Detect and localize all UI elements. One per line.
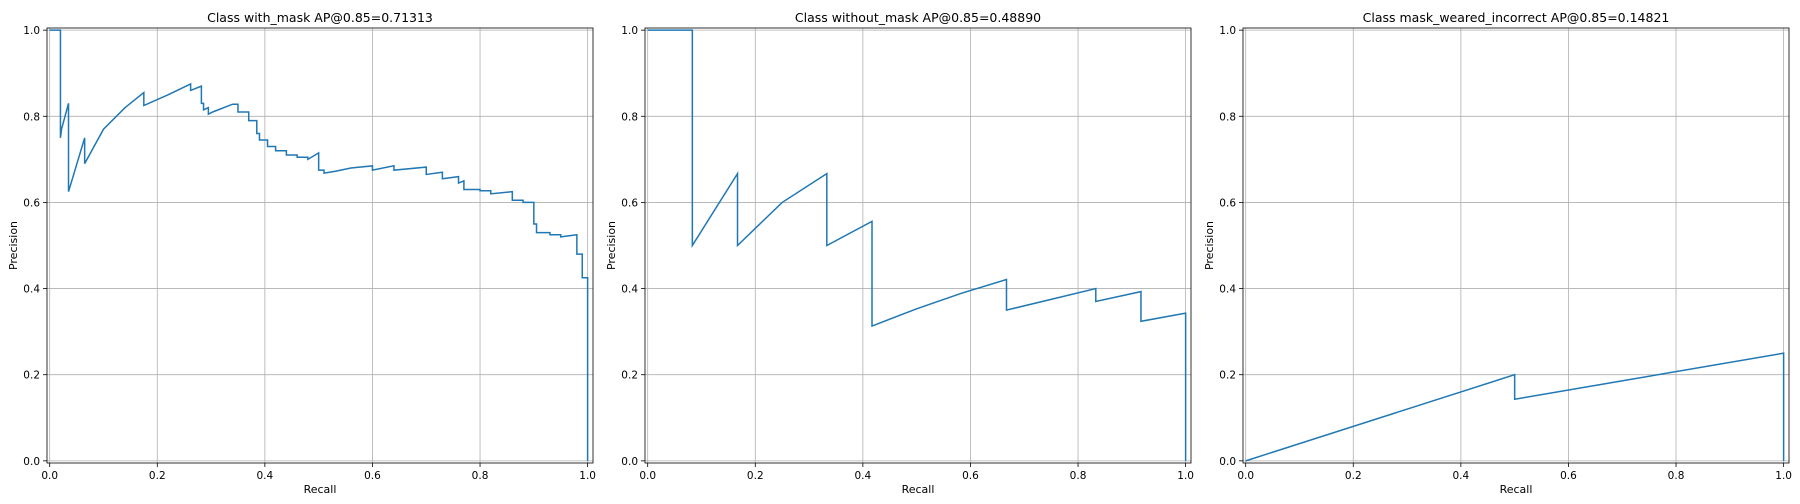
x-tick-label: 0.4 [257,470,274,482]
y-tick-label: 0.4 [621,284,638,296]
y-tick-label: 0.4 [23,284,40,296]
chart-panel-3: 0.0 0.2 0.4 0.6 0.8 1.0 0.0 0.2 0.4 0.6 0.8 1.0 Clas… [1203,10,1792,496]
y-axis-label: Precision [1203,221,1216,270]
series-line [647,29,1187,461]
y-tick-label: 0.0 [1219,456,1236,468]
x-tick-label: 0.6 [364,470,381,482]
y-tick-label: 1.0 [23,25,40,37]
y-tick-label: 0.8 [23,111,40,123]
y-tick-label: 0.8 [621,111,638,123]
x-tick-label: 0.8 [1070,470,1087,482]
axes-frame [1242,27,1790,464]
y-tick-label: 0.2 [621,370,638,382]
x-tick-label: 1.0 [1177,470,1194,482]
x-tick-label: 0.0 [41,470,58,482]
x-tick-label: 0.2 [149,470,166,482]
series-line [49,29,589,461]
x-axis-label: Recall [1500,483,1533,496]
x-tick-label: 1.0 [1775,470,1792,482]
x-tick-label: 0.4 [1453,470,1470,482]
y-tick-label: 0.6 [621,197,638,209]
chart-title: Class with_mask AP@0.85=0.71313 [207,10,433,25]
x-tick-label: 0.4 [855,470,872,482]
chart-title: Class without_mask AP@0.85=0.48890 [795,10,1041,25]
x-axis-label: Recall [304,483,337,496]
y-tick-label: 0.4 [1219,284,1236,296]
x-tick-label: 0.2 [1345,470,1362,482]
x-axis-label: Recall [902,483,935,496]
x-tick-label: 0.6 [962,470,979,482]
x-tick-label: 0.8 [1668,470,1685,482]
y-tick-label: 0.2 [23,370,40,382]
x-tick-label: 1.0 [579,470,596,482]
y-tick-label: 0.6 [23,197,40,209]
chart-panel-2: 0.0 0.2 0.4 0.6 0.8 1.0 0.0 0.2 0.4 0.6 0.8 1.0 Clas… [605,10,1194,496]
y-tick-label: 0.0 [23,456,40,468]
series-line [1245,352,1785,462]
x-tick-label: 0.6 [1560,470,1577,482]
y-axis-label: Precision [605,221,618,270]
x-tick-label: 0.0 [639,470,656,482]
axes-frame [644,27,1192,464]
y-tick-label: 1.0 [1219,25,1236,37]
chart-title: Class mask_weared_incorrect AP@0.85=0.14… [1363,10,1670,25]
y-tick-label: 0.8 [1219,111,1236,123]
y-tick-label: 0.2 [1219,370,1236,382]
y-tick-label: 0.6 [1219,197,1236,209]
y-axis-label: Precision [7,221,20,270]
x-tick-label: 0.2 [747,470,764,482]
x-tick-label: 0.8 [472,470,489,482]
x-tick-label: 0.0 [1237,470,1254,482]
chart-panel-1: 0.0 0.2 0.4 0.6 0.8 1.0 0.0 0.2 0.4 0.6 0.8 1.0 Clas… [7,10,596,496]
y-tick-label: 0.0 [621,456,638,468]
axes-frame [46,27,594,464]
y-tick-label: 1.0 [621,25,638,37]
